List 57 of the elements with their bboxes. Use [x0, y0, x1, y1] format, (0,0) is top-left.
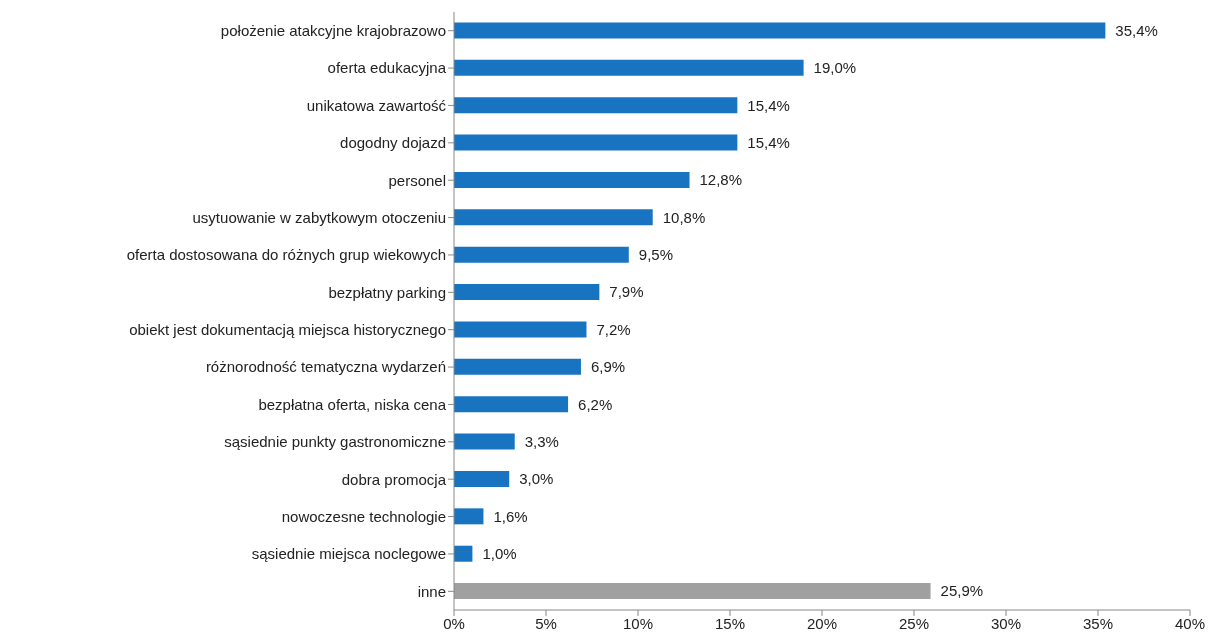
data-label: 25,9%: [940, 582, 984, 600]
bar: [454, 134, 738, 151]
data-label: 35,4%: [1115, 21, 1158, 39]
y-tick-label: unikatowa zawartość: [306, 96, 447, 114]
data-label: 10,8%: [662, 208, 706, 226]
data-label: 1,0%: [482, 545, 517, 563]
bar: [454, 545, 473, 562]
x-tick-label: 20%: [806, 614, 838, 632]
data-label: 6,9%: [590, 358, 626, 376]
data-label: 1,6%: [493, 507, 528, 525]
bar: [454, 171, 690, 188]
data-label: 12,8%: [699, 171, 743, 189]
x-tick-label: 15%: [714, 614, 746, 632]
x-tick-label: 0%: [443, 614, 465, 632]
y-tick-label: nowoczesne technologie: [281, 507, 446, 525]
data-label: 15,4%: [747, 133, 790, 151]
bar: [454, 209, 653, 226]
data-label: 15,4%: [747, 96, 790, 114]
y-tick-label: obiekt jest dokumentacją miejsca historycznego: [129, 321, 446, 339]
data-label: 9,5%: [638, 246, 673, 264]
bar: [454, 396, 569, 413]
bar: [454, 246, 629, 263]
x-tick-label: 35%: [1082, 614, 1114, 632]
bar: [454, 433, 515, 450]
data-label: 19,0%: [813, 59, 857, 77]
y-tick-label: oferta edukacyjna: [327, 59, 447, 77]
bar: [454, 508, 484, 525]
x-tick-label: 10%: [622, 614, 654, 632]
y-tick-label: bezpłatny parking: [328, 283, 446, 301]
y-tick-label: różnorodność tematyczna wydarzeń: [205, 358, 446, 376]
bar: [454, 59, 804, 76]
bar: [454, 470, 510, 487]
bar: [454, 358, 581, 375]
data-label: 3,3%: [524, 432, 559, 450]
y-tick-label: inne: [417, 582, 446, 600]
y-tick-label: położenie atakcyjne krajobrazowo: [220, 22, 446, 40]
y-tick-label: dobra promocja: [341, 470, 447, 488]
x-tick-label: 40%: [1174, 614, 1206, 632]
x-tick-label: 30%: [990, 614, 1022, 632]
y-tick-label: oferta dostosowana do różnych grup wiekowych: [126, 246, 446, 264]
x-tick-label: 5%: [535, 614, 557, 632]
y-tick-label: personel: [388, 171, 446, 189]
data-label: 3,0%: [519, 470, 554, 488]
bar: [454, 284, 600, 301]
bar: [454, 97, 738, 114]
y-tick-label: sąsiednie punkty gastronomiczne: [224, 433, 446, 451]
bar: [454, 321, 587, 338]
y-tick-label: sąsiednie miejsca noclegowe: [251, 545, 446, 563]
y-tick-label: usytuowanie w zabytkowym otoczeniu: [192, 208, 446, 226]
bar: [454, 22, 1106, 39]
data-label: 7,9%: [609, 283, 644, 301]
y-tick-label: dogodny dojazd: [340, 134, 446, 152]
data-label: 6,2%: [578, 395, 613, 413]
bar: [454, 583, 931, 600]
data-label: 7,2%: [596, 320, 631, 338]
y-tick-label: bezpłatna oferta, niska cena: [258, 395, 447, 413]
x-tick-label: 25%: [898, 614, 930, 632]
